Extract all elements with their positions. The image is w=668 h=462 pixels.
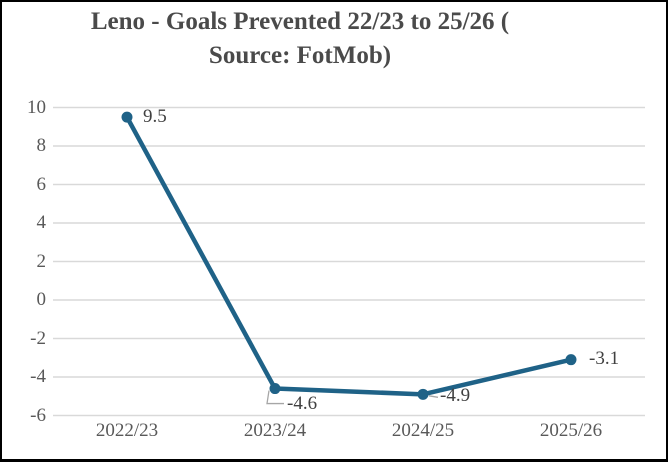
x-tick-label: 2023/24 xyxy=(243,420,307,441)
y-tick-label: 4 xyxy=(36,212,47,233)
data-point-marker xyxy=(417,388,429,400)
y-tick-label: -4 xyxy=(30,366,46,387)
y-tick-label: -2 xyxy=(30,327,46,349)
data-point-label: -4.6 xyxy=(287,392,318,414)
data-point-marker xyxy=(121,111,133,123)
chart-title: Leno - Goals Prevented 22/23 to 25/26 ( … xyxy=(0,5,600,73)
line-series xyxy=(124,114,574,397)
data-label-leader-line xyxy=(266,390,284,405)
data-point-label: -4.9 xyxy=(440,385,471,407)
y-tick-label: 10 xyxy=(27,96,46,118)
gridlines xyxy=(53,106,645,417)
y-tick-label: 0 xyxy=(36,289,47,310)
x-tick-label: 2025/26 xyxy=(539,420,603,441)
data-point-marker xyxy=(269,383,281,395)
x-tick-label: 2022/23 xyxy=(95,420,159,441)
y-tick-label: 2 xyxy=(36,250,47,272)
leader-lines xyxy=(266,390,439,405)
y-tick-label: 6 xyxy=(36,173,47,195)
data-label-leader-line xyxy=(428,395,439,398)
data-point-label: -3.1 xyxy=(589,347,620,369)
data-point-marker xyxy=(565,354,577,366)
x-tick-label: 2024/25 xyxy=(391,420,455,441)
y-tick-label: -6 xyxy=(30,404,46,426)
chart-title-line-1: Leno - Goals Prevented 22/23 to 25/26 ( xyxy=(90,8,510,35)
series-markers xyxy=(121,111,577,400)
chart-title-line-2: Source: FotMob) xyxy=(208,42,392,69)
y-tick-label: 8 xyxy=(36,135,47,156)
series-line xyxy=(124,114,574,397)
data-point-label: 9.5 xyxy=(143,106,167,128)
